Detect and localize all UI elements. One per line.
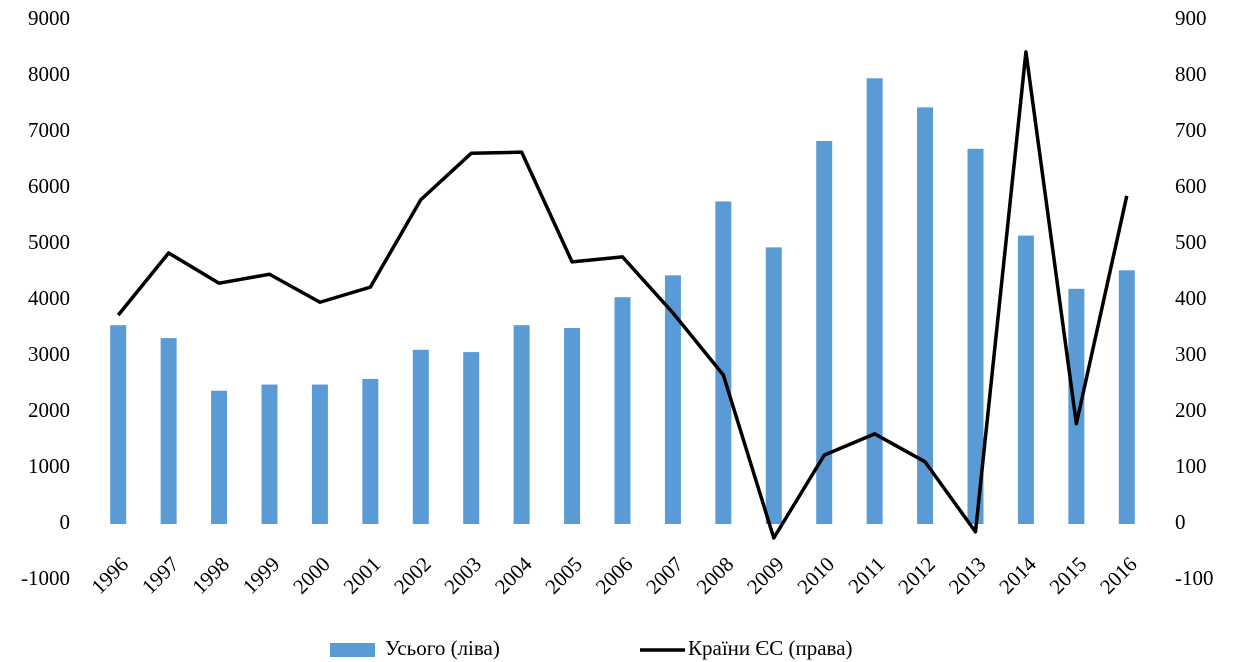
bar — [866, 78, 883, 525]
bar — [1017, 235, 1034, 524]
y-tick-label: 2000 — [28, 398, 70, 422]
y-tick-label: 4000 — [28, 286, 70, 310]
x-tick-label: 2011 — [843, 552, 889, 598]
bar — [463, 352, 480, 524]
x-tick-label: 2016 — [1095, 552, 1142, 599]
bar — [160, 338, 177, 524]
bar — [412, 349, 429, 524]
y-tick-label: 7000 — [28, 118, 70, 142]
x-tick-label: 2001 — [339, 552, 386, 599]
y2-tick-label: 100 — [1175, 454, 1207, 478]
y2-tick-label: 300 — [1175, 342, 1207, 366]
bar — [715, 201, 732, 524]
x-tick-label: 1999 — [238, 552, 285, 599]
x-tick-label: 2006 — [591, 552, 638, 599]
x-tick-label: 1997 — [137, 552, 184, 599]
bar — [110, 325, 127, 524]
x-tick-label: 2014 — [994, 552, 1041, 599]
bar — [765, 247, 782, 525]
bar — [564, 328, 581, 524]
bar — [211, 390, 228, 524]
line-series — [116, 50, 1129, 540]
x-tick-label: 2004 — [490, 552, 537, 599]
y2-tick-label: 500 — [1175, 230, 1207, 254]
legend-swatch — [330, 643, 375, 657]
y2-tick-label: 800 — [1175, 62, 1207, 86]
x-tick-label: 2012 — [893, 552, 940, 599]
y-tick-label: 9000 — [28, 6, 70, 30]
bar — [513, 325, 530, 524]
bar — [1068, 288, 1085, 524]
x-tick-label: 1996 — [86, 552, 133, 599]
y-tick-label: 0 — [60, 510, 71, 534]
bar — [664, 275, 681, 524]
y2-tick-label: 0 — [1175, 510, 1186, 534]
y-tick-label: -1000 — [21, 566, 70, 590]
x-tick-label: 2013 — [944, 552, 991, 599]
y-tick-label: 3000 — [28, 342, 70, 366]
y2-tick-label: -100 — [1175, 566, 1214, 590]
bar — [261, 384, 278, 524]
bar — [1118, 270, 1135, 524]
y2-tick-label: 600 — [1175, 174, 1207, 198]
x-tick-label: 2007 — [641, 552, 688, 599]
x-tick-label: 2003 — [439, 552, 486, 599]
bar — [311, 384, 328, 524]
x-tick-label: 2015 — [1045, 552, 1092, 599]
x-tick-label: 2000 — [288, 552, 335, 599]
bar — [967, 148, 984, 525]
y2-tick-label: 200 — [1175, 398, 1207, 422]
x-tick-label: 2008 — [692, 552, 739, 599]
bar — [917, 107, 934, 525]
legend-label: Країни ЄС (права) — [688, 636, 853, 660]
legend-label: Усього (ліва) — [385, 636, 500, 660]
y-tick-label: 8000 — [28, 62, 70, 86]
y2-tick-label: 700 — [1175, 118, 1207, 142]
x-tick-label: 2002 — [389, 552, 436, 599]
y-tick-label: 5000 — [28, 230, 70, 254]
y2-tick-label: 900 — [1175, 6, 1207, 30]
x-tick-label: 2010 — [792, 552, 839, 599]
bar — [816, 140, 833, 524]
bar — [362, 378, 379, 524]
x-tick-label: 2009 — [742, 552, 789, 599]
y2-tick-label: 400 — [1175, 286, 1207, 310]
x-tick-label: 2005 — [540, 552, 587, 599]
y-tick-label: 6000 — [28, 174, 70, 198]
x-tick-label: 1998 — [187, 552, 234, 599]
y-tick-label: 1000 — [28, 454, 70, 478]
bar — [614, 297, 631, 524]
